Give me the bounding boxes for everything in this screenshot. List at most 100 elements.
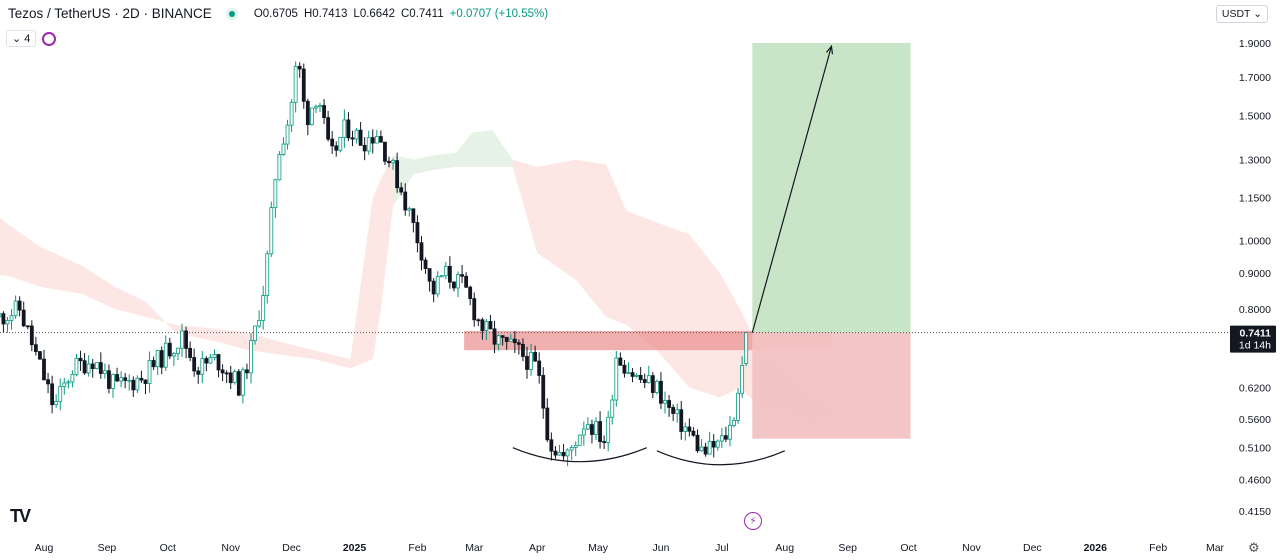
candle [111,373,115,398]
candle [383,141,387,165]
candle-body [216,354,221,371]
candle-body [614,357,619,401]
candle [257,310,262,329]
candle [342,109,347,148]
candle [630,368,635,383]
candle [253,325,257,345]
candle [159,346,164,375]
tradingview-logo-icon[interactable]: TV [10,506,31,526]
candle [480,317,485,340]
candle [581,421,586,446]
time-tick-label: May [588,542,609,554]
target-arrow-head [825,44,834,55]
candle-body [728,425,732,440]
candle-body [21,309,26,327]
candle-body [488,321,493,330]
candle-body [439,275,444,278]
candle [537,352,542,384]
candle-body [338,136,343,151]
candle-body [492,328,497,345]
candle-body [646,375,651,384]
candle-body [257,320,262,327]
candle [289,99,294,133]
candle [496,334,501,351]
candle [21,301,26,328]
resistance-zone [464,331,832,351]
candle-body [212,354,217,359]
candle [66,379,71,389]
candle [622,359,627,378]
candle [488,314,493,330]
candle-body [391,160,395,164]
candle-body [577,434,582,446]
candle [107,364,111,394]
candle-body [691,430,696,436]
candle [9,309,14,330]
candle-body [102,370,107,374]
candle-body [618,357,623,366]
candle [54,394,59,408]
candle-body [707,441,712,455]
candle [17,296,22,317]
price-tick-label: 0.6200 [1239,383,1271,395]
candle-body [594,421,598,435]
candle-body [679,409,684,432]
candle-body [111,374,115,389]
candle-body [541,375,546,409]
symbol-title[interactable]: Tezos / TetherUS · 2D · BINANCE [8,6,212,21]
candle [127,374,132,391]
candle [13,295,18,319]
candle [123,372,128,389]
candle-body [435,276,440,295]
candle [723,426,728,443]
candle-body [180,330,184,349]
time-tick-label: Apr [529,542,546,554]
candle-body [354,129,359,140]
candle [38,351,42,360]
time-tick-label: Sep [98,542,117,554]
candle [435,271,440,298]
candle-body [119,377,124,382]
candle-body [249,340,253,374]
candle [135,375,140,393]
candle [541,367,546,419]
candle-body [472,298,477,321]
candle-body [342,119,347,138]
candle-body [464,275,469,288]
currency-button[interactable]: USDT ⌄ [1215,5,1268,23]
low-value: L0.6642 [353,7,395,20]
candle [281,137,286,156]
candle [634,373,639,378]
time-tick-label: Aug [775,542,794,554]
gear-icon[interactable]: ⚙ [1248,540,1260,555]
candle-body [50,383,55,406]
candle [366,130,371,155]
candle-body [232,371,237,384]
candle [228,365,233,390]
candle-body [723,435,728,440]
candle [512,331,517,353]
candle-body [176,347,180,355]
candle-body [362,144,367,152]
candle [594,417,598,441]
candle [472,292,477,327]
candle [220,364,225,382]
candle-body [610,399,615,418]
candle-body [736,392,740,421]
ichimoku-cloud-bullish [393,130,513,206]
candle-body [403,191,408,211]
candle-body [253,325,257,341]
candle-body [395,160,400,189]
candle-body [115,374,119,382]
indicator-count: 4 [24,32,31,45]
candle [171,351,176,366]
candle [245,363,249,380]
lightning-bolt-icon[interactable]: ⚡ [744,512,762,530]
refresh-icon[interactable] [42,31,57,46]
time-tick-label: Feb [1149,542,1167,554]
indicators-toggle-button[interactable]: ⌄ 4 [6,30,37,47]
candle [184,326,188,359]
candle-body [496,335,501,345]
candle [516,339,521,355]
